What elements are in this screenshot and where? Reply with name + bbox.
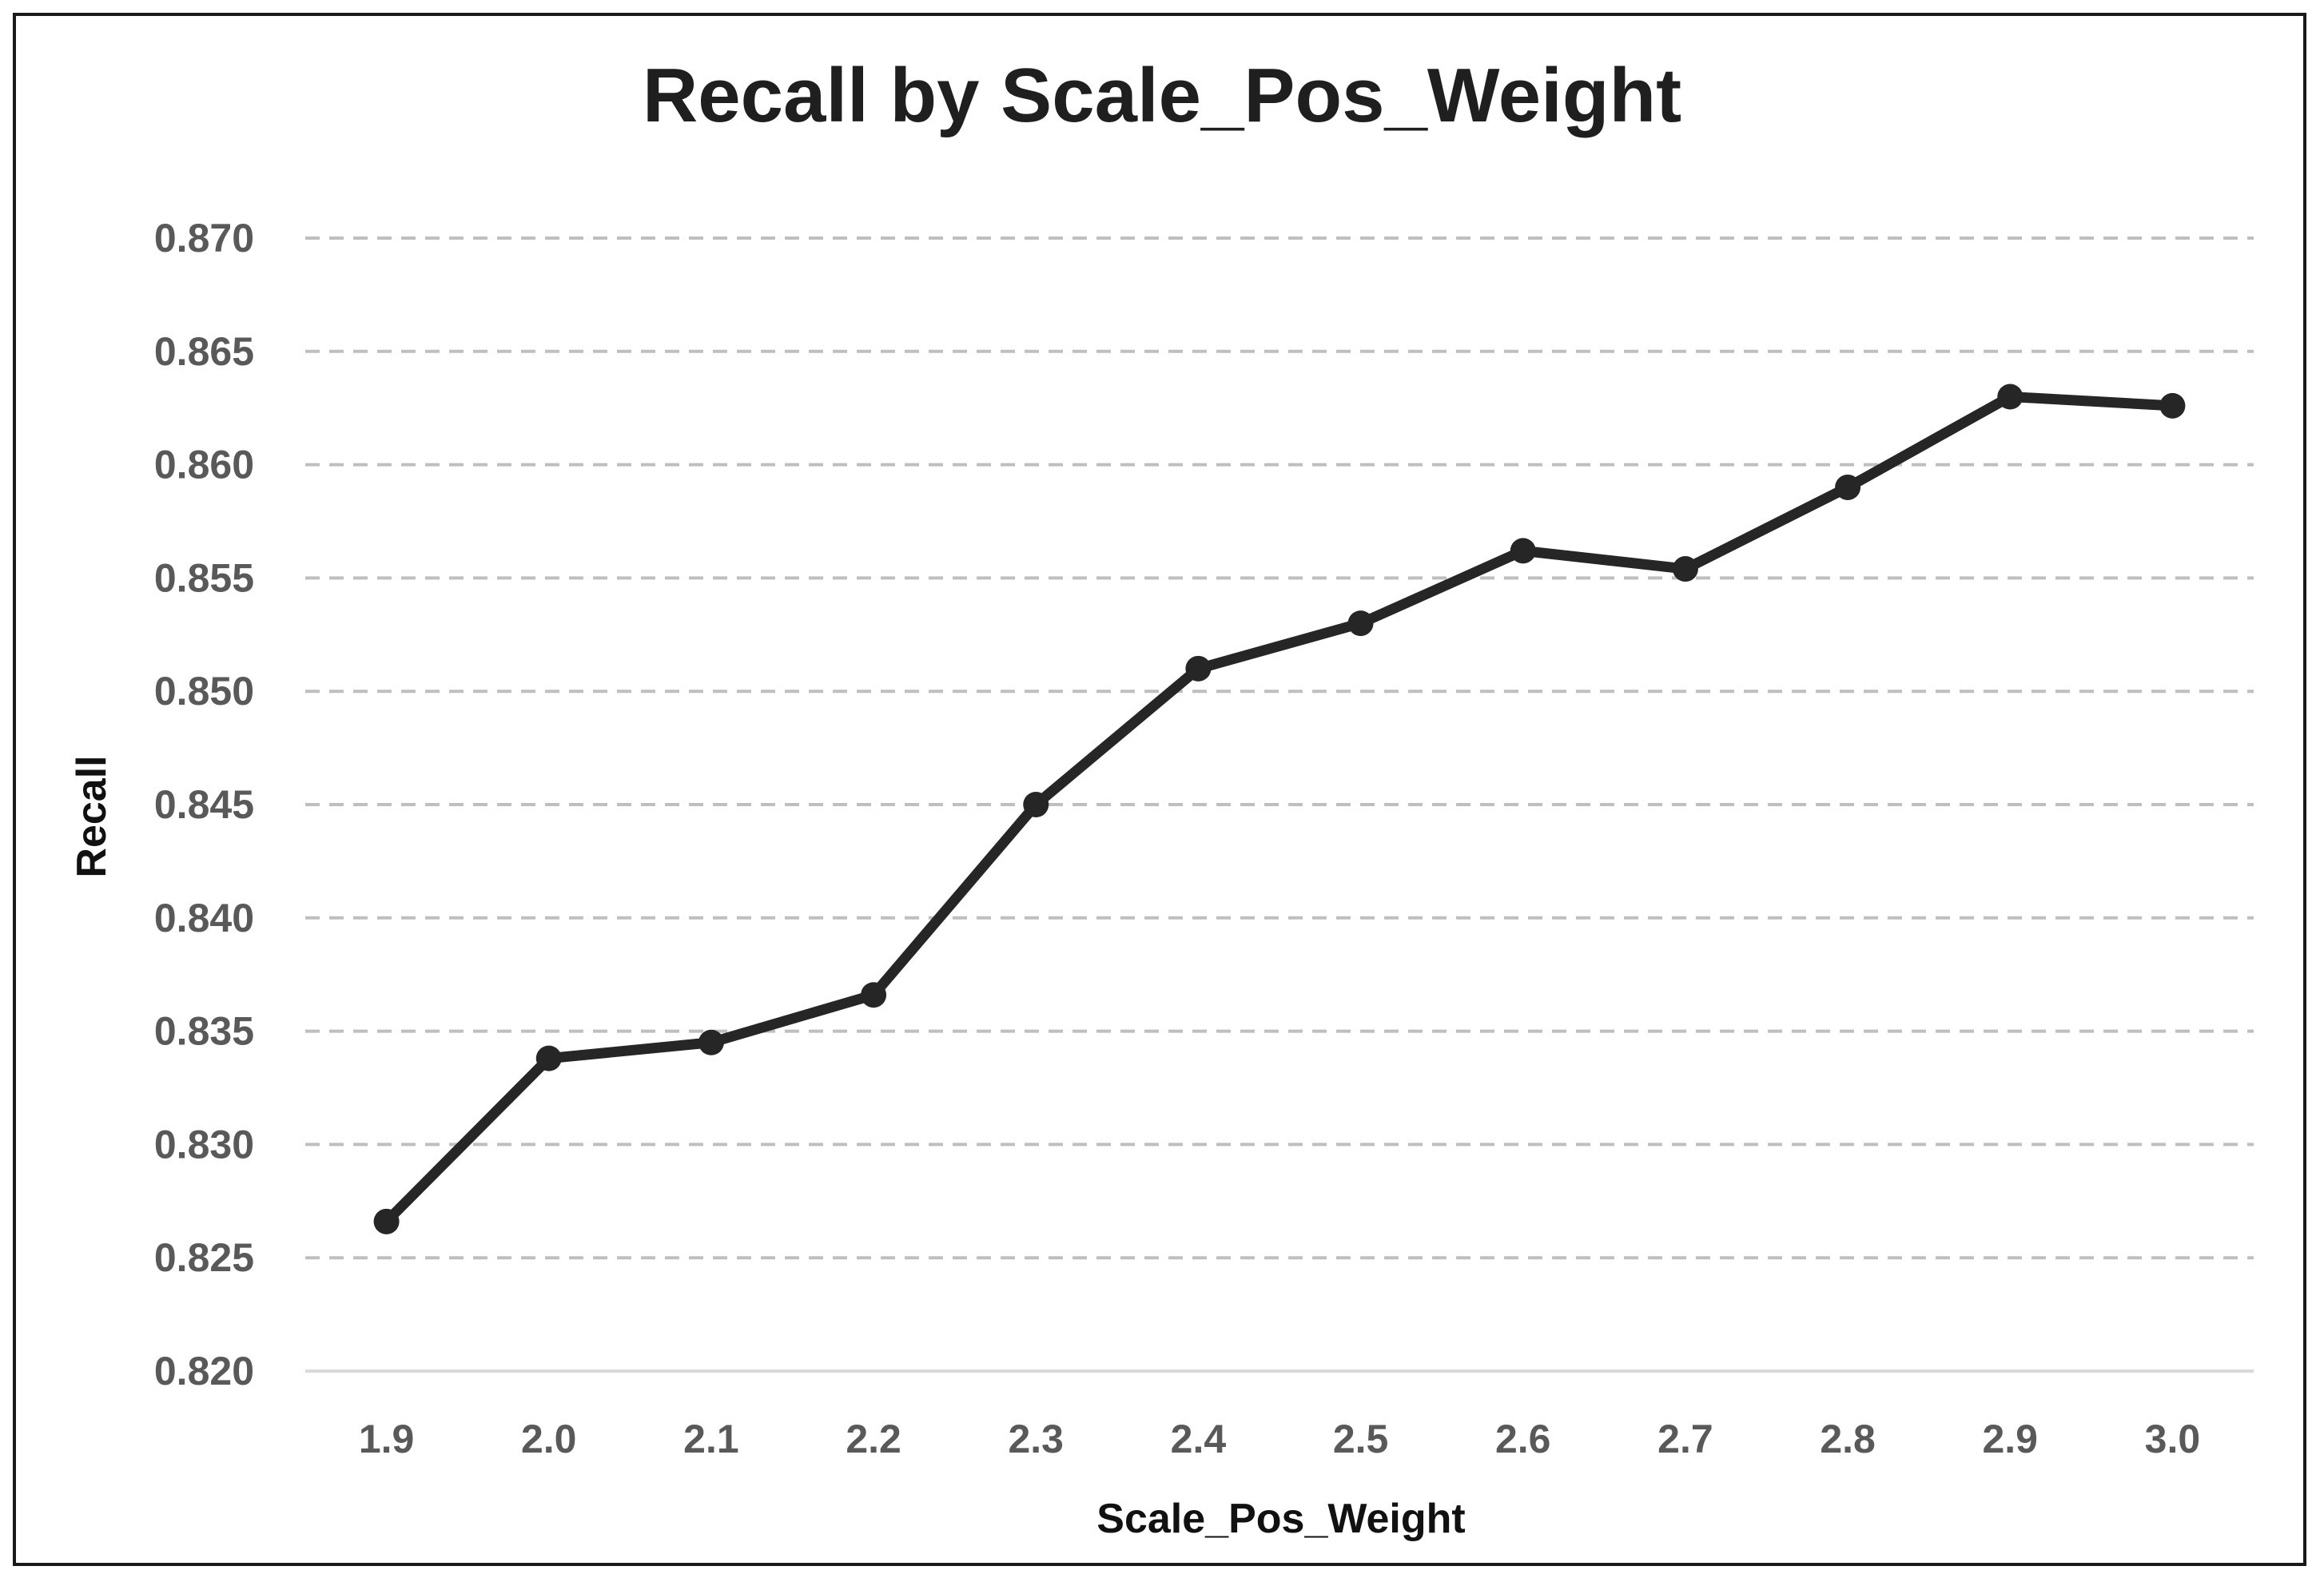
x-tick-label: 3.0	[2145, 1417, 2201, 1461]
x-tick-label: 2.1	[683, 1417, 739, 1461]
y-tick-label: 0.825	[154, 1235, 254, 1280]
x-tick-label: 2.3	[1008, 1417, 1064, 1461]
y-tick-label: 0.855	[154, 555, 254, 600]
data-point	[1672, 556, 1698, 582]
x-tick-label: 2.5	[1333, 1417, 1389, 1461]
x-tick-label: 2.9	[1982, 1417, 2038, 1461]
x-tick-label: 1.9	[359, 1417, 415, 1461]
data-point	[861, 982, 887, 1008]
y-tick-label: 0.835	[154, 1009, 254, 1054]
data-point	[2159, 392, 2186, 419]
y-tick-label: 0.860	[154, 443, 254, 487]
y-tick-label: 0.820	[154, 1349, 254, 1393]
y-axis-label: Recall	[69, 755, 115, 877]
data-point	[698, 1029, 724, 1055]
x-tick-label: 2.6	[1495, 1417, 1551, 1461]
series-line	[381, 392, 2178, 1227]
y-tick-label: 0.850	[154, 669, 254, 713]
x-axis-label: Scale_Pos_Weight	[1096, 1496, 1465, 1542]
data-point	[1347, 610, 1374, 637]
x-tick-label: 2.4	[1171, 1417, 1227, 1461]
x-tick-label: 2.7	[1657, 1417, 1713, 1461]
y-tick-label: 0.870	[154, 216, 254, 260]
chart-frame	[13, 13, 2306, 1566]
y-tick-label: 0.865	[154, 329, 254, 374]
data-point	[1023, 792, 1049, 817]
data-point	[1185, 655, 1212, 682]
data-point	[373, 1208, 400, 1234]
data-point	[1997, 384, 2024, 410]
data-point	[1510, 538, 1536, 564]
x-tick-label: 2.8	[1820, 1417, 1876, 1461]
chart-title: Recall by Scale_Pos_Weight	[643, 53, 1681, 138]
y-tick-label: 0.845	[154, 782, 254, 827]
y-tick-label: 0.830	[154, 1122, 254, 1167]
x-tick-label: 2.0	[521, 1417, 577, 1461]
data-point	[535, 1045, 562, 1071]
x-tick-label: 2.2	[846, 1417, 901, 1461]
data-point	[1835, 474, 1861, 500]
y-tick-label: 0.840	[154, 896, 254, 940]
